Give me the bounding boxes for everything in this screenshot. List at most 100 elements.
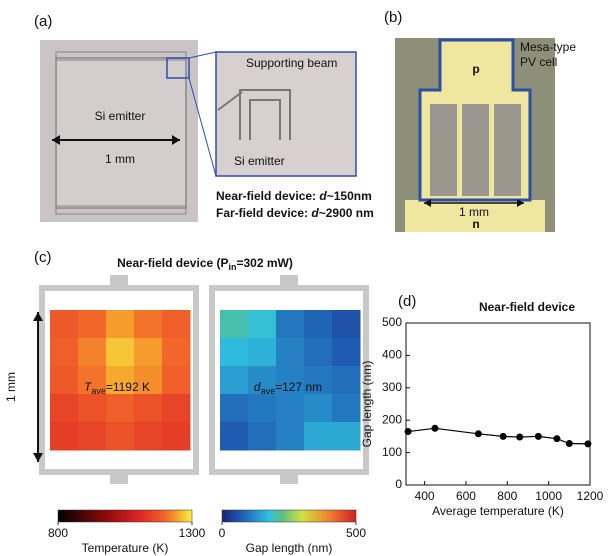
figure: (a) Si emitter 1 mm Supporting beam Si emitt… [0, 0, 611, 556]
panel-label: (d) [398, 293, 416, 310]
heatmap-note-part: =1192 K [106, 380, 150, 394]
heatmap-cell [304, 310, 333, 339]
y-tick-label: 200 [382, 412, 402, 426]
heatmap-cell [50, 422, 79, 451]
heatmap-cell [78, 394, 107, 423]
heatmap-cell [78, 422, 107, 451]
heatmap-cell [50, 310, 79, 339]
heatmap-cell [220, 394, 249, 423]
x-tick-label: 1000 [535, 489, 562, 503]
x-tick-label: 800 [497, 489, 517, 503]
heatmap-cell [106, 310, 135, 339]
data-point [405, 428, 412, 435]
heatmap-cell [220, 310, 249, 339]
heatmap-cell [162, 366, 191, 395]
heatmap-cell [106, 422, 135, 451]
heatmap-cell [332, 366, 361, 395]
heatmap-cell [50, 366, 79, 395]
colorbar [58, 510, 192, 522]
heatmap-cell [304, 422, 333, 451]
heatmap-cell [134, 422, 163, 451]
heatmap-cell [106, 338, 135, 367]
heatmap-cell [332, 310, 361, 339]
cell-label: PV cell [520, 55, 557, 69]
heatmap-cell [134, 394, 163, 423]
heatmap-title-part: in [229, 262, 237, 272]
panel-label: (b) [384, 9, 402, 26]
panel-label: (c) [34, 249, 52, 266]
near-field-note-part: Near-field device: [216, 189, 319, 203]
colorbar-tick-label: 0 [219, 526, 226, 540]
heatmap-cell [134, 338, 163, 367]
colorbar-tick-label: 800 [48, 526, 68, 540]
y-tick-label: 400 [382, 348, 402, 362]
heatmap-cell [50, 338, 79, 367]
heatmap-cell [162, 310, 191, 339]
heatmap-note-part: ave [261, 386, 276, 396]
x-tick-label: 400 [415, 489, 435, 503]
colorbar-label: Temperature (K) [82, 541, 169, 555]
heatmap-cell [162, 394, 191, 423]
heatmap-cell [276, 394, 305, 423]
panel-label: (a) [34, 13, 52, 30]
heatmap-cell [220, 422, 249, 451]
p-label: p [472, 62, 479, 76]
far-field-note: Far-field device: d~2900 nm [216, 206, 374, 220]
heatmap-cell [248, 338, 277, 367]
data-point [431, 425, 438, 432]
data-point [516, 434, 523, 441]
heatmap-title: Near-field device (Pin=302 mW) [117, 256, 293, 272]
heatmap-cell [78, 338, 107, 367]
y-tick-label: 300 [382, 380, 402, 394]
y-axis-label: Gap length (nm) [360, 361, 374, 448]
far-field-note-part: ~2900 nm [319, 206, 374, 220]
plot-frame [406, 323, 590, 485]
heatmap-cell [162, 422, 191, 451]
near-field-note-part: ~150nm [327, 189, 372, 203]
x-axis-label: Average temperature (K) [432, 504, 564, 518]
x-tick-label: 1200 [577, 489, 604, 503]
heatmap-cell [304, 338, 333, 367]
heatmap-note-part: ave [91, 386, 106, 396]
near-field-note: Near-field device: d~150nm [216, 189, 372, 203]
emitter-label: Si emitter [95, 109, 146, 123]
inset-emitter-label: Si emitter [234, 154, 285, 168]
colorbar [222, 510, 356, 522]
data-point [500, 433, 507, 440]
y-tick-label: 500 [382, 315, 402, 329]
finger [462, 104, 489, 196]
heatmap-cell [332, 338, 361, 367]
heatmap-cell [248, 422, 277, 451]
colorbar-tick-label: 1300 [179, 526, 206, 540]
heatmap-cell [276, 422, 305, 451]
scale-label: 1 mm [105, 152, 135, 166]
scale-label: 1 mm [4, 372, 18, 402]
heatmap-cell [248, 394, 277, 423]
heatmap-cell [276, 338, 305, 367]
heatmap-title-part: Near-field device (P [117, 256, 228, 270]
emitter-frame [56, 58, 186, 208]
data-point [475, 430, 482, 437]
heatmap-cell [276, 310, 305, 339]
heatmap-cell [50, 394, 79, 423]
heatmap-cell [134, 310, 163, 339]
y-tick-label: 100 [382, 445, 402, 459]
colorbar-label: Gap length (nm) [246, 541, 333, 555]
heatmap-cell [220, 338, 249, 367]
beam-label: Supporting beam [246, 56, 337, 70]
chart-title: Near-field device [479, 300, 575, 314]
heatmap-cell [332, 394, 361, 423]
data-point [553, 435, 560, 442]
finger [430, 104, 457, 196]
y-tick-label: 0 [395, 477, 402, 491]
heatmap-cell [106, 394, 135, 423]
scale-label: 1 mm [459, 205, 489, 219]
colorbar-tick-label: 500 [346, 526, 366, 540]
heatmap-title-part: =302 mW) [237, 256, 293, 270]
data-point [566, 440, 573, 447]
x-tick-label: 600 [456, 489, 476, 503]
heatmap-note-part: =127 nm [275, 380, 322, 394]
heatmap-cell [332, 422, 361, 451]
n-label: n [472, 217, 479, 231]
far-field-note-part: Far-field device: [216, 206, 311, 220]
